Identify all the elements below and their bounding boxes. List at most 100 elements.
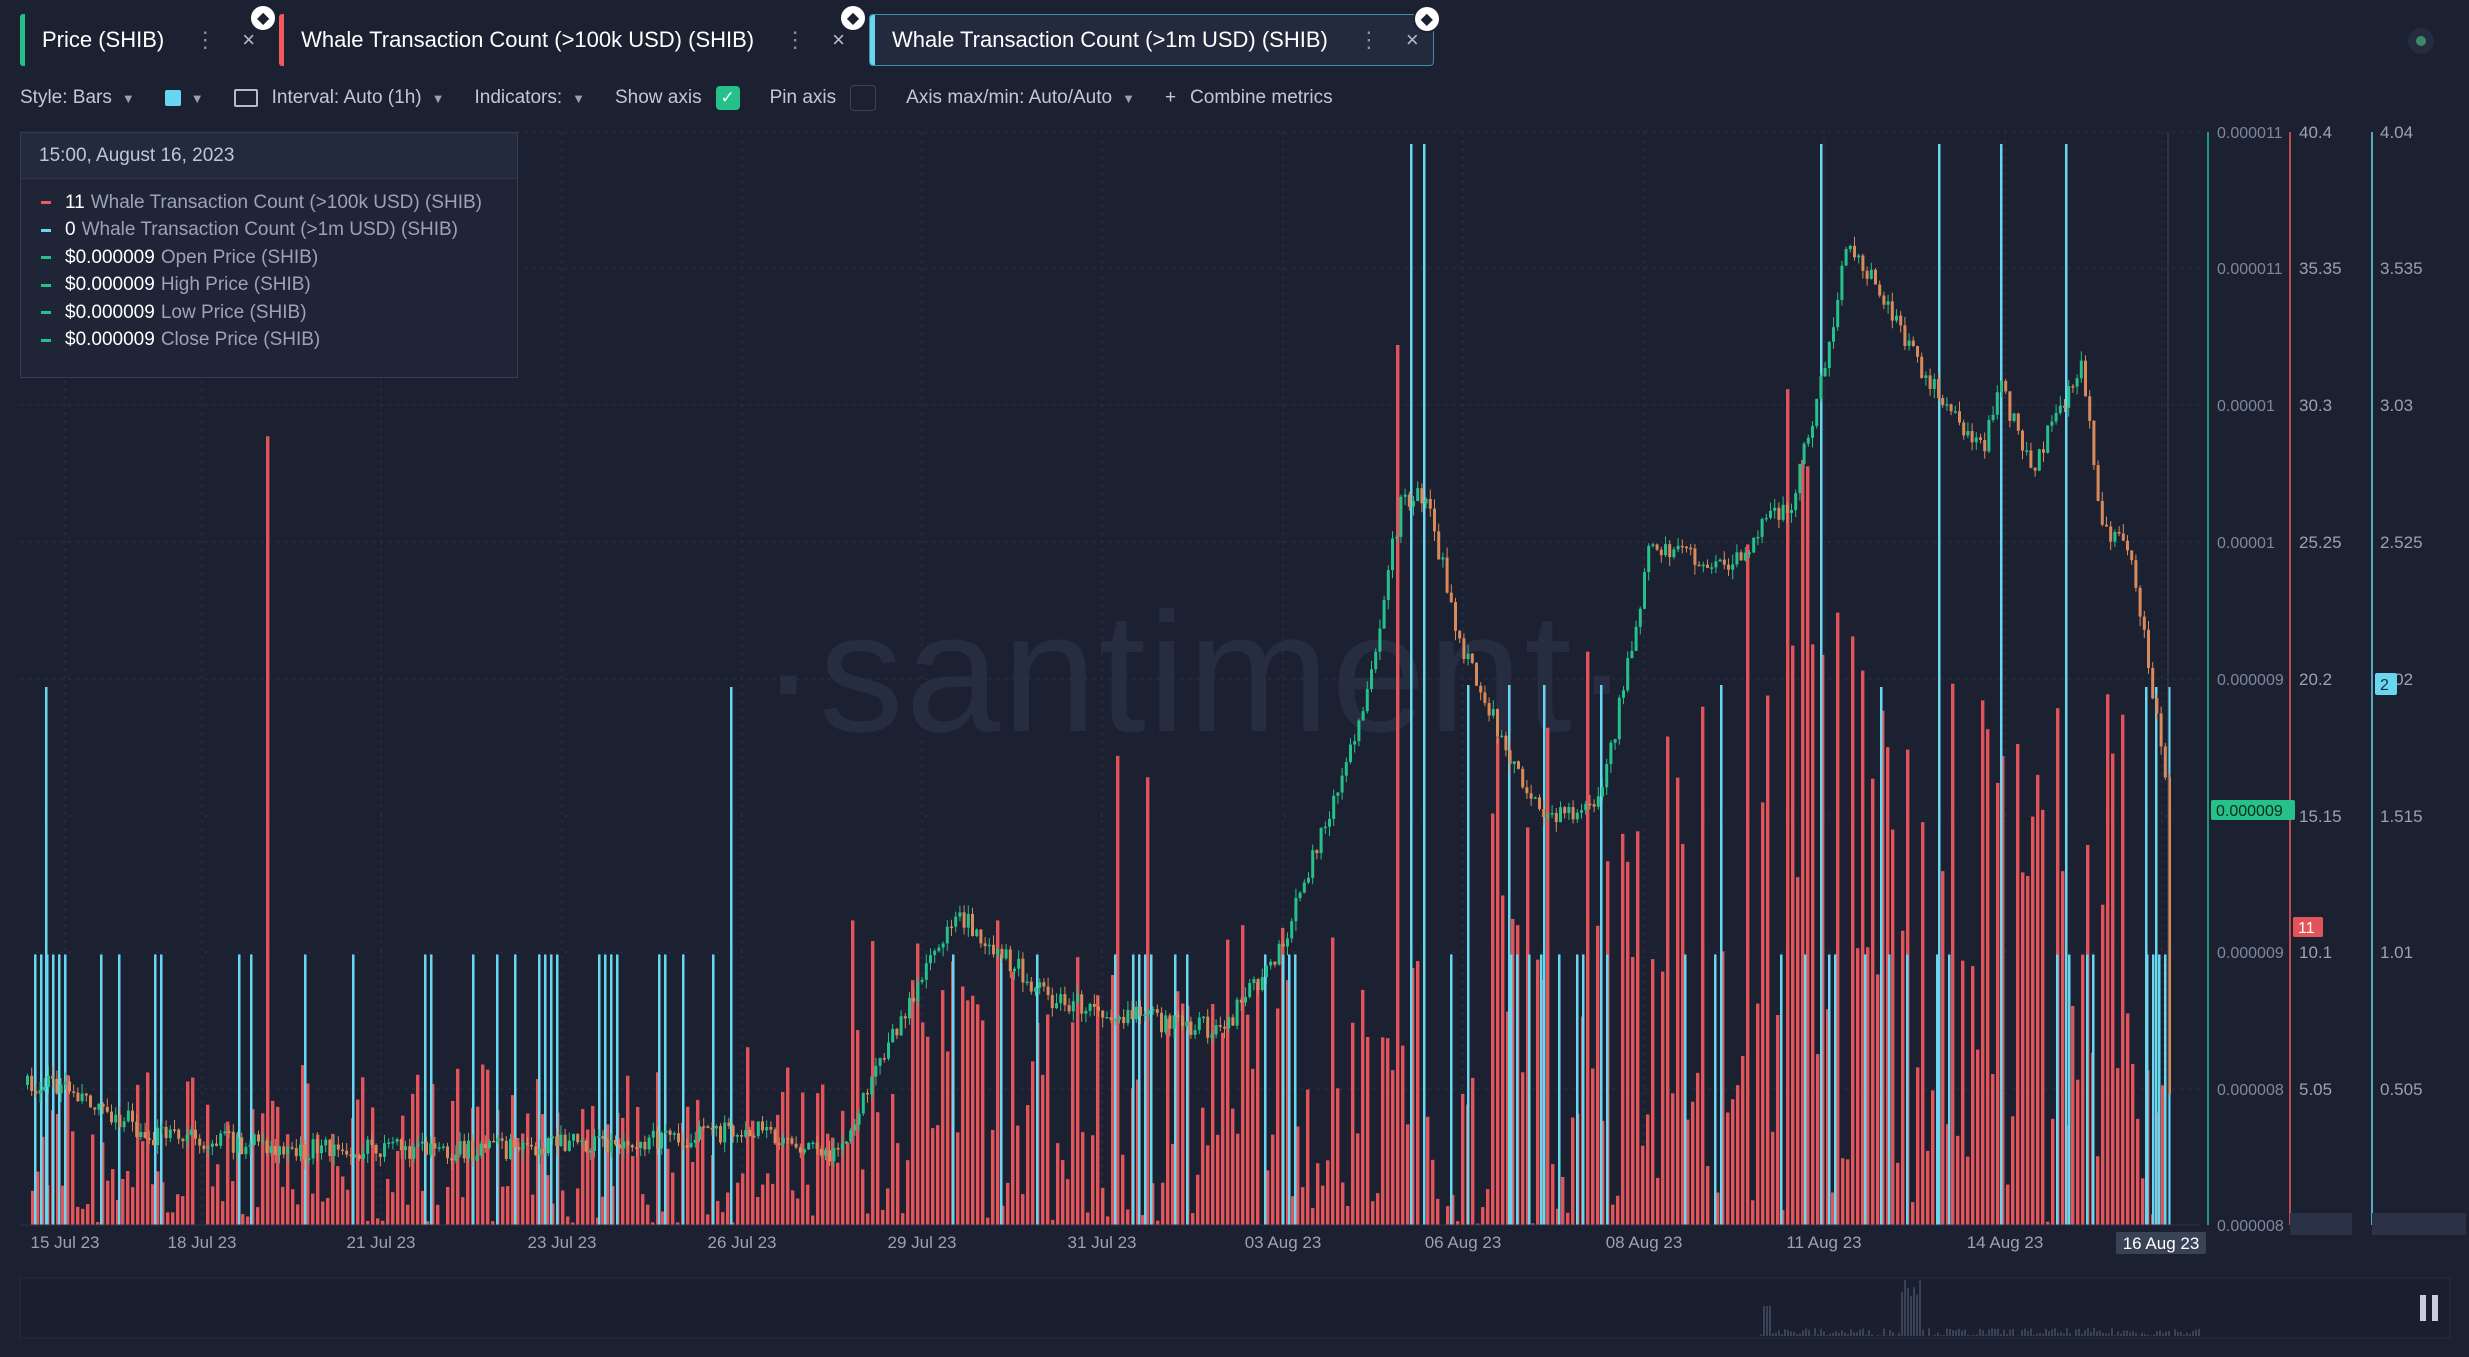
candle bbox=[1197, 1017, 1201, 1031]
candle bbox=[147, 1138, 151, 1140]
close-icon[interactable]: × bbox=[1405, 27, 1419, 52]
minimap-bar bbox=[1826, 1334, 1828, 1336]
whale-1m-bar bbox=[2056, 954, 2059, 1225]
status-indicator-icon[interactable] bbox=[2408, 28, 2434, 54]
interval-dropdown[interactable]: Interval: Auto (1h) ▼ bbox=[233, 87, 444, 109]
whale-100k-bar bbox=[1081, 1132, 1085, 1225]
candle bbox=[773, 1129, 777, 1144]
style-dropdown[interactable]: Style: Bars ▼ bbox=[20, 87, 135, 109]
close-icon[interactable]: × bbox=[242, 27, 256, 52]
tab-whale-1m[interactable]: Whale Transaction Count (>1m USD) (SHIB)… bbox=[868, 5, 1441, 66]
whale-1m-bar bbox=[1540, 954, 1543, 1225]
indicators-dropdown[interactable]: Indicators: ▼ bbox=[474, 87, 585, 109]
tab-whale-100k[interactable]: Whale Transaction Count (>100k USD) (SHI… bbox=[279, 4, 867, 66]
color-picker[interactable]: ▼ bbox=[164, 90, 204, 106]
minimap-bar bbox=[2036, 1333, 2038, 1336]
minimap-bar bbox=[1952, 1329, 1954, 1336]
candle bbox=[618, 1144, 622, 1149]
candle bbox=[1970, 431, 1974, 443]
tooltip-row: 11 Whale Transaction Count (>100k USD) (S… bbox=[21, 189, 517, 217]
more-icon[interactable]: ⋮ bbox=[1357, 27, 1380, 52]
candle bbox=[538, 1148, 542, 1156]
candle bbox=[467, 1140, 470, 1159]
minimap-bar bbox=[1793, 1331, 1795, 1336]
candle bbox=[861, 1092, 865, 1114]
whale-1m-bar bbox=[1528, 954, 1531, 1225]
whale-100k-bar bbox=[2011, 1116, 2015, 1225]
candle bbox=[1827, 341, 1831, 369]
candle bbox=[1869, 269, 1873, 279]
whale-100k-bar bbox=[2081, 954, 2085, 1225]
candle bbox=[2029, 450, 2033, 468]
candle bbox=[1063, 994, 1067, 1006]
candle bbox=[1055, 1003, 1058, 1009]
candle bbox=[630, 1145, 634, 1148]
candle bbox=[1840, 265, 1844, 300]
more-icon[interactable]: ⋮ bbox=[194, 27, 217, 52]
candle bbox=[1290, 921, 1294, 939]
whale-100k-bar bbox=[181, 1196, 185, 1225]
candle bbox=[1059, 994, 1063, 1004]
pin-axis-checkbox[interactable] bbox=[850, 85, 877, 111]
axis-maxmin-dropdown[interactable]: Axis max/min: Auto/Auto ▼ bbox=[906, 87, 1135, 109]
whale-100k-bar bbox=[746, 1047, 750, 1225]
whale-100k-bar bbox=[126, 1171, 130, 1225]
whale-1m-bar bbox=[1132, 954, 1135, 1225]
candle bbox=[139, 1131, 143, 1137]
whale-100k-bar bbox=[131, 1187, 135, 1225]
candle bbox=[1878, 284, 1882, 296]
whale-100k-bar bbox=[701, 1127, 705, 1225]
candle bbox=[1731, 564, 1735, 570]
pin-axis-toggle[interactable]: Pin axis bbox=[770, 85, 877, 111]
candle bbox=[1504, 735, 1508, 751]
price-candles bbox=[26, 236, 2171, 1170]
candle bbox=[1424, 498, 1428, 504]
candle bbox=[1848, 245, 1852, 250]
candle bbox=[391, 1141, 395, 1144]
whale-100k-bar bbox=[1911, 1202, 1915, 1225]
minimap-bar bbox=[2165, 1331, 2167, 1336]
whale-100k-bar bbox=[2111, 753, 2115, 1225]
candle bbox=[811, 1142, 815, 1145]
candle bbox=[798, 1147, 802, 1153]
show-axis-toggle[interactable]: Show axis ✓ bbox=[615, 86, 740, 110]
candle bbox=[1160, 1012, 1163, 1033]
whale-100k-bar bbox=[121, 1178, 125, 1225]
minimap-bar bbox=[1814, 1328, 1816, 1336]
minimap-bar bbox=[1904, 1280, 1906, 1336]
whale-100k-bar bbox=[1831, 1192, 1835, 1225]
whale-1m-bar bbox=[1114, 954, 1117, 1225]
candle bbox=[1025, 981, 1029, 984]
minimap-bar bbox=[2006, 1334, 2008, 1336]
whale-1m-bar bbox=[46, 954, 49, 1225]
minimap-bar bbox=[2174, 1329, 2176, 1336]
minimap-bar bbox=[1937, 1332, 1939, 1336]
whale-100k-bar bbox=[1011, 971, 1015, 1225]
candle bbox=[1235, 999, 1239, 1026]
minimap-bar bbox=[1877, 1334, 1879, 1336]
whale-100k-bar bbox=[316, 1134, 320, 1225]
candle bbox=[916, 982, 920, 1002]
candle bbox=[840, 1143, 844, 1150]
candle bbox=[1727, 564, 1730, 570]
minimap-bar bbox=[2087, 1328, 2089, 1336]
show-axis-checkbox[interactable]: ✓ bbox=[715, 86, 740, 110]
combine-metrics-button[interactable]: + Combine metrics bbox=[1165, 87, 1333, 109]
tab-color-bar bbox=[279, 14, 285, 66]
more-icon[interactable]: ⋮ bbox=[784, 27, 807, 52]
tab-price[interactable]: Price (SHIB) ⋮ × ◆ bbox=[20, 4, 278, 66]
whale-100k-bar bbox=[1681, 843, 1685, 1225]
whale-1m-bar bbox=[1880, 687, 1883, 1225]
combine-metrics-label: Combine metrics bbox=[1190, 87, 1333, 108]
candle bbox=[517, 1147, 521, 1150]
candle bbox=[1760, 519, 1764, 537]
candle bbox=[1769, 510, 1772, 518]
whale-100k-bar bbox=[776, 1114, 780, 1225]
close-icon[interactable]: × bbox=[832, 27, 845, 52]
minimap-bar bbox=[2132, 1331, 2134, 1336]
candle bbox=[374, 1144, 378, 1154]
whale-1m-bar bbox=[160, 954, 163, 1225]
minimap-bar bbox=[1892, 1332, 1894, 1336]
whale-100k-bar bbox=[1641, 1145, 1645, 1225]
